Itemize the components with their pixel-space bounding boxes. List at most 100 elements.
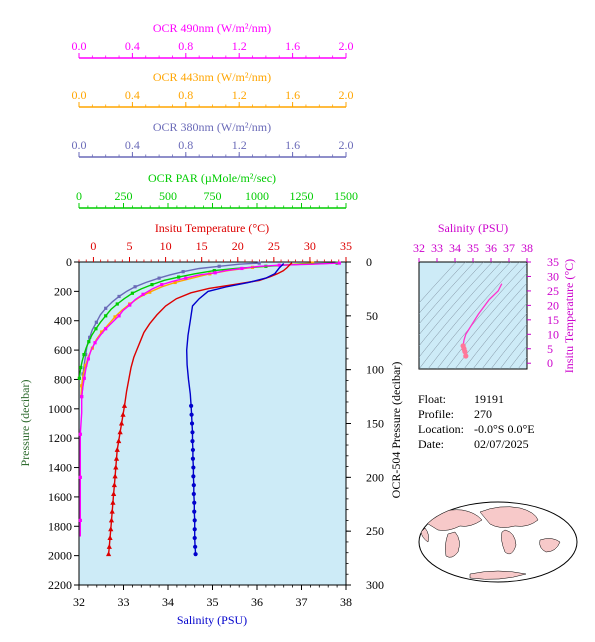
ocr-pressure-tick-label: 50: [366, 309, 378, 323]
pressure-tick-label: 200: [54, 284, 72, 298]
salinity-marker: [191, 474, 196, 479]
temperature-tick-label: 30: [304, 239, 316, 253]
main-plot-area: [79, 262, 346, 585]
insitu-temperature-marker: [113, 455, 120, 461]
salinity-series: [185, 263, 285, 557]
insitu-temperature-marker: [116, 438, 122, 444]
salinity-marker: [189, 421, 195, 426]
ocr490-tick-label: 2.0: [339, 39, 354, 53]
ocr-par-marker: [177, 275, 181, 279]
ocr443-tick-label: 1.2: [232, 88, 247, 102]
ocr-pressure-tick-label: 250: [366, 524, 384, 538]
pressure-tick-label: 1200: [48, 431, 72, 445]
ts-marker: [462, 349, 468, 355]
pressure-axis-title: Pressure (decibar): [18, 380, 32, 467]
ts-marker: [463, 353, 469, 359]
ocr-380nm-marker: [257, 261, 261, 265]
ocr-490nm-marker: [277, 263, 281, 267]
insitu-temperature-marker: [111, 482, 117, 488]
ocr-380nm-marker: [84, 352, 88, 357]
info-profile: Profile: 270: [418, 407, 492, 422]
ocr-par-marker: [212, 269, 216, 273]
salinity-marker: [191, 465, 196, 470]
ts-temperature-tick-label: 35: [547, 255, 559, 269]
density-isoline: [419, 262, 511, 369]
date-label: Date:: [418, 437, 444, 451]
insitu-temperature-marker: [108, 526, 114, 532]
salinity-marker: [190, 456, 196, 461]
density-isoline: [436, 263, 527, 369]
ocr380-tick-label: 0.0: [72, 138, 87, 152]
density-isoline: [526, 368, 527, 369]
ocr-pressure-tick-label: 150: [366, 417, 384, 431]
location-label: Location:: [418, 422, 464, 436]
salinity-tick-label: 38: [340, 595, 352, 609]
salinity-tick-label: 36: [251, 595, 263, 609]
density-isoline: [427, 262, 520, 369]
insitu-temperature-marker: [110, 499, 116, 505]
par-axis-title: OCR PAR (µMole/m²/sec): [148, 171, 276, 185]
par-tick-label: 500: [159, 189, 177, 203]
ocr-380nm-marker: [94, 320, 98, 324]
ocr-pressure-tick-label: 100: [366, 363, 384, 377]
ocr-490nm-marker: [86, 357, 90, 361]
ts-series: [460, 283, 503, 359]
temperature-axis-title: Insitu Temperature (°C): [155, 221, 269, 235]
ts-salinity-tick-label: 35: [467, 241, 479, 255]
density-isoline: [419, 262, 484, 336]
par-tick-label: 750: [204, 189, 222, 203]
temperature-tick-label: 15: [196, 239, 208, 253]
ocr-443nm-marker: [80, 384, 84, 388]
ocr-par-marker: [87, 340, 91, 344]
ocr380-tick-label: 1.2: [232, 138, 247, 152]
density-isoline: [481, 313, 527, 369]
ts-salinity-tick-label: 36: [485, 241, 497, 255]
insitu-temperature-marker: [118, 420, 125, 426]
insitu-temperature-marker: [107, 535, 113, 541]
par-tick-label: 1250: [290, 189, 314, 203]
salinity-tick-label: 32: [73, 595, 85, 609]
ocr-443nm-marker: [100, 330, 104, 334]
pressure-tick-label: 600: [54, 343, 72, 357]
pressure-tick-label: 400: [54, 314, 72, 328]
ocr-490nm-marker: [184, 276, 188, 280]
ocr-pressure-axis-title: OCR-504 Pressure (decibar): [389, 362, 403, 499]
ocr-490nm-line: [79, 262, 340, 537]
ocr-pressure-tick-label: 300: [366, 578, 384, 592]
ocr-443nm-marker: [84, 363, 88, 367]
ocr-490nm-marker: [160, 283, 164, 287]
pressure-tick-label: 1600: [48, 490, 72, 504]
insitu-temperature-marker: [113, 464, 119, 470]
ocr-490nm-series: [78, 261, 341, 537]
ocr-380nm-series: [80, 261, 261, 399]
ocr490-tick-label: 1.6: [285, 39, 300, 53]
ts-salinity-tick-label: 37: [503, 241, 515, 255]
density-isoline: [419, 262, 502, 358]
density-isoline: [445, 272, 527, 369]
ocr443-tick-label: 0.8: [178, 88, 193, 102]
ocr-par-marker: [104, 314, 108, 318]
temperature-tick-label: 5: [127, 239, 133, 253]
ocr-490nm-marker: [78, 432, 82, 436]
main-series: [77, 261, 341, 557]
insitu-temperature-marker: [111, 490, 117, 496]
density-isoline: [419, 262, 466, 314]
temperature-tick-label: 25: [268, 239, 280, 253]
ocr-380nm-marker: [157, 276, 161, 280]
density-isoline: [499, 334, 527, 369]
salinity-marker: [192, 518, 197, 523]
salinity-marker: [192, 500, 197, 505]
ocr443-tick-label: 0.4: [125, 88, 140, 102]
world-map: [418, 501, 578, 583]
salinity-marker: [193, 552, 198, 557]
date-value: 02/07/2025: [474, 437, 529, 451]
ocr-par-series: [77, 261, 339, 380]
temperature-tick-label: 35: [340, 239, 352, 253]
ocr-pressure-tick-label: 0: [366, 255, 372, 269]
salinity-marker: [192, 509, 197, 514]
insitu-temperature-marker: [117, 429, 123, 435]
ocr-490nm-marker: [93, 341, 97, 345]
